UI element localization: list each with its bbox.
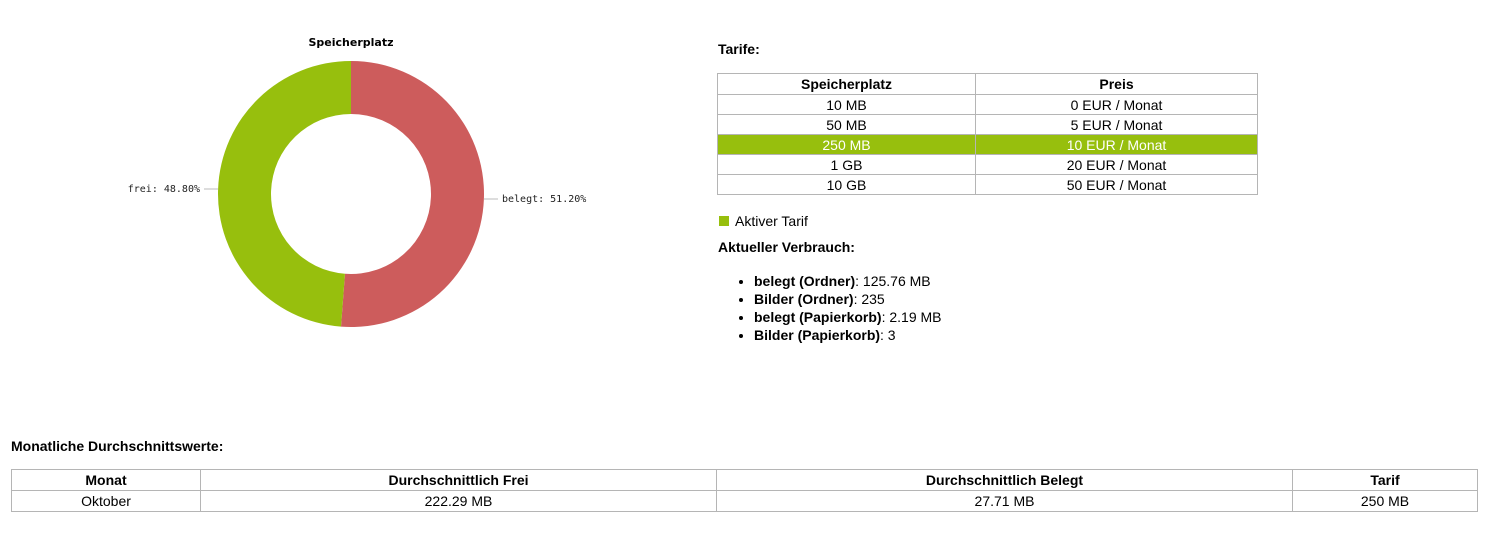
usage-heading: Aktueller Verbrauch:: [718, 239, 855, 255]
table-row: 10 MB 0 EUR / Monat: [717, 94, 1258, 115]
column-header-preis: Preis: [975, 73, 1258, 95]
table-row: 10 GB 50 EUR / Monat: [717, 174, 1258, 195]
storage-donut-chart: Speicherplatz belegt: 51.20% frei: 48.80%: [128, 36, 586, 327]
table-header-row: Speicherplatz Preis: [717, 73, 1258, 95]
legend-label: Aktiver Tarif: [735, 213, 808, 229]
storage-chart: Speicherplatz belegt: 51.20% frei: 48.80%: [0, 0, 700, 360]
cell-preis: 5 EUR / Monat: [975, 114, 1258, 135]
list-item: Bilder (Ordner): 235: [754, 290, 942, 308]
legend-swatch: [719, 216, 729, 226]
tarife-table: Speicherplatz Preis 10 MB 0 EUR / Monat 50…: [717, 73, 1258, 195]
usage-value: : 3: [880, 327, 896, 343]
monthly-table: Monat Durchschnittlich Frei Durchschnitt…: [11, 469, 1478, 512]
chart-title: Speicherplatz: [309, 36, 394, 49]
pie-slice-frei: [217, 60, 351, 327]
column-header-tarif: Tarif: [1292, 469, 1478, 491]
usage-list: belegt (Ordner): 125.76 MBBilder (Ordner…: [734, 272, 942, 344]
usage-label: Bilder (Ordner): [754, 291, 854, 307]
column-header-monat: Monat: [11, 469, 201, 491]
cell-speicherplatz: 50 MB: [717, 114, 976, 135]
cell-speicherplatz: 1 GB: [717, 154, 976, 175]
list-item: Bilder (Papierkorb): 3: [754, 326, 942, 344]
usage-label: Bilder (Papierkorb): [754, 327, 881, 343]
cell-speicherplatz: 10 MB: [717, 94, 976, 115]
cell-monat: Oktober: [11, 490, 201, 512]
cell-preis: 20 EUR / Monat: [975, 154, 1258, 175]
table-row: 1 GB 20 EUR / Monat: [717, 154, 1258, 175]
slice-label-belegt: belegt: 51.20%: [502, 194, 586, 205]
table-row: 250 MB 10 EUR / Monat: [717, 134, 1258, 155]
slice-label-frei: frei: 48.80%: [128, 184, 200, 195]
column-header-durchschnittlich-frei: Durchschnittlich Frei: [200, 469, 717, 491]
monthly-heading: Monatliche Durchschnittswerte:: [11, 438, 224, 454]
cell-speicherplatz: 250 MB: [717, 134, 976, 155]
usage-value: : 235: [853, 291, 885, 307]
usage-value: : 2.19 MB: [881, 309, 942, 325]
cell-preis: 0 EUR / Monat: [975, 94, 1258, 115]
usage-label: belegt (Ordner): [754, 273, 856, 289]
list-item: belegt (Papierkorb): 2.19 MB: [754, 308, 942, 326]
usage-value: : 125.76 MB: [855, 273, 931, 289]
cell-tarif: 250 MB: [1292, 490, 1478, 512]
cell-preis: 50 EUR / Monat: [975, 174, 1258, 195]
cell-speicherplatz: 10 GB: [717, 174, 976, 195]
cell-durchschnittlich-frei: 222.29 MB: [200, 490, 717, 512]
tarife-heading: Tarife:: [718, 41, 760, 57]
table-header-row: Monat Durchschnittlich Frei Durchschnitt…: [11, 469, 1478, 491]
list-item: belegt (Ordner): 125.76 MB: [754, 272, 942, 290]
column-header-durchschnittlich-belegt: Durchschnittlich Belegt: [716, 469, 1293, 491]
cell-durchschnittlich-belegt: 27.71 MB: [716, 490, 1293, 512]
pie-slice-belegt: [340, 61, 484, 327]
cell-preis: 10 EUR / Monat: [975, 134, 1258, 155]
table-row: 50 MB 5 EUR / Monat: [717, 114, 1258, 135]
legend-active-tarif: Aktiver Tarif: [719, 213, 808, 229]
table-row: Oktober 222.29 MB 27.71 MB 250 MB: [11, 490, 1478, 512]
usage-label: belegt (Papierkorb): [754, 309, 882, 325]
column-header-speicherplatz: Speicherplatz: [717, 73, 976, 95]
